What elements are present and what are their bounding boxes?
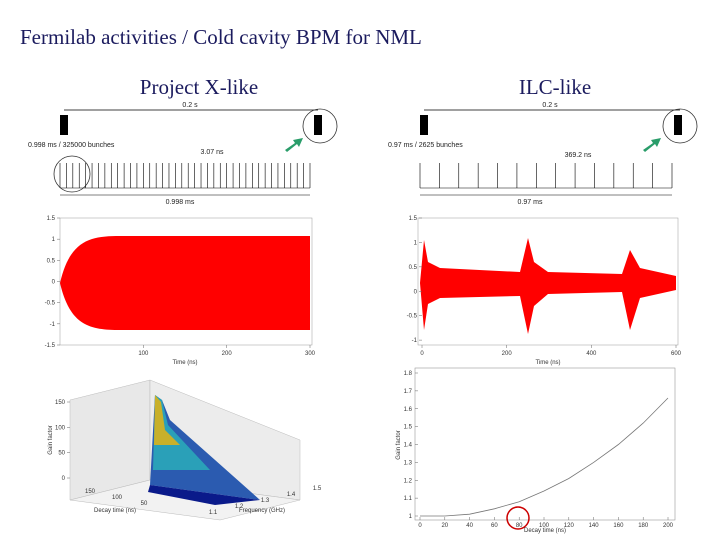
y-tick-label: -1.5 <box>45 343 56 349</box>
y-tick-label: 1.4 <box>404 443 413 449</box>
axis-label: Time (ns) <box>172 360 197 366</box>
label: 3.07 ns <box>201 149 224 156</box>
y-tick-label: -0.5 <box>45 301 56 307</box>
timing-diagram <box>53 108 338 196</box>
x-tick-label: 20 <box>441 523 448 529</box>
x-tick-label: 180 <box>638 523 649 529</box>
x-tick-label: 80 <box>516 523 523 529</box>
x-tick-label: 0 <box>418 523 422 529</box>
y-tick-label: -1 <box>50 322 56 328</box>
gain-curve <box>420 397 669 517</box>
x-tick-label: 600 <box>671 351 682 357</box>
label: 0.97 ms <box>518 199 543 206</box>
x-tick-label: 100 <box>539 523 550 529</box>
label: 0.97 ms / 2625 bunches <box>388 142 463 149</box>
title: Fermilab activities / Cold cavity BPM fo… <box>20 25 422 49</box>
x-tick-label: 400 <box>586 351 597 357</box>
y-tick-label: 1.3 <box>261 498 270 504</box>
y-tick-label: 1.2 <box>404 478 413 484</box>
x-tick-label: 60 <box>491 523 498 529</box>
y-tick-label: 1.1 <box>209 510 218 516</box>
x-tick-label: 300 <box>305 351 316 357</box>
y-tick-label: 1 <box>52 237 56 243</box>
label: 0.998 ms / 325000 bunches <box>28 142 115 149</box>
y-tick-label: -1 <box>412 338 418 344</box>
x-tick-label: 200 <box>222 351 233 357</box>
y-tick-label: 1.2 <box>235 504 244 510</box>
x-tick-label: 0 <box>420 351 424 357</box>
surface-plot <box>69 379 301 521</box>
y-tick-label: 1.8 <box>404 371 413 377</box>
label: 369.2 ns <box>565 152 592 159</box>
y-tick-label: 1.6 <box>404 407 413 413</box>
y-tick-label: 1 <box>409 514 413 520</box>
z-tick-label: 100 <box>55 425 66 431</box>
label: 0.2 s <box>542 102 558 109</box>
axis-label: Decay time (ns) <box>94 508 136 514</box>
timing-diagram <box>420 108 698 196</box>
z-tick-label: 150 <box>55 400 66 406</box>
heading: Project X-like <box>140 75 258 99</box>
x-tick-label: 200 <box>502 351 513 357</box>
axis-label: Gain factor <box>396 430 402 459</box>
axis-label: Frequency (GHz) <box>239 508 285 514</box>
x-tick-label: 150 <box>85 489 96 495</box>
plot-frame <box>414 367 676 521</box>
z-tick-label: 50 <box>58 451 65 457</box>
x-tick-label: 40 <box>466 523 473 529</box>
x-tick-label: 50 <box>141 501 148 507</box>
y-tick-label: 0.5 <box>409 265 418 271</box>
y-tick-label: 1 <box>414 240 418 246</box>
x-tick-label: 120 <box>564 523 575 529</box>
y-tick-label: 1.1 <box>404 496 413 502</box>
x-tick-label: 140 <box>589 523 600 529</box>
x-tick-label: 160 <box>613 523 624 529</box>
axis-label: Time (ns) <box>535 360 560 366</box>
scope-frame <box>417 217 679 346</box>
axis-label: Gain factor <box>48 425 54 454</box>
y-tick-label: 0 <box>52 280 56 286</box>
y-tick-label: 1.4 <box>287 492 296 498</box>
y-tick-label: 1.7 <box>404 389 413 395</box>
y-tick-label: 1.5 <box>47 216 56 222</box>
highlight-circle <box>506 506 530 530</box>
y-tick-label: 1.5 <box>404 425 413 431</box>
y-tick-label: 0 <box>414 289 418 295</box>
heading: ILC-like <box>519 75 591 99</box>
label: 0.2 s <box>182 102 198 109</box>
x-tick-label: 200 <box>663 523 674 529</box>
y-tick-label: -0.5 <box>407 314 418 320</box>
axis-label: Decay time (ns) <box>524 528 566 534</box>
y-tick-label: 1.5 <box>313 486 322 492</box>
x-tick-label: 100 <box>138 351 149 357</box>
z-tick-label: 0 <box>62 476 66 482</box>
signal-trace <box>420 238 676 334</box>
x-tick-label: 100 <box>112 495 123 501</box>
y-tick-label: 1.5 <box>409 216 418 222</box>
y-tick-label: 0.5 <box>47 258 56 264</box>
signal-trace <box>60 236 310 330</box>
label: 0.998 ms <box>166 199 195 206</box>
y-tick-label: 1.3 <box>404 460 413 466</box>
